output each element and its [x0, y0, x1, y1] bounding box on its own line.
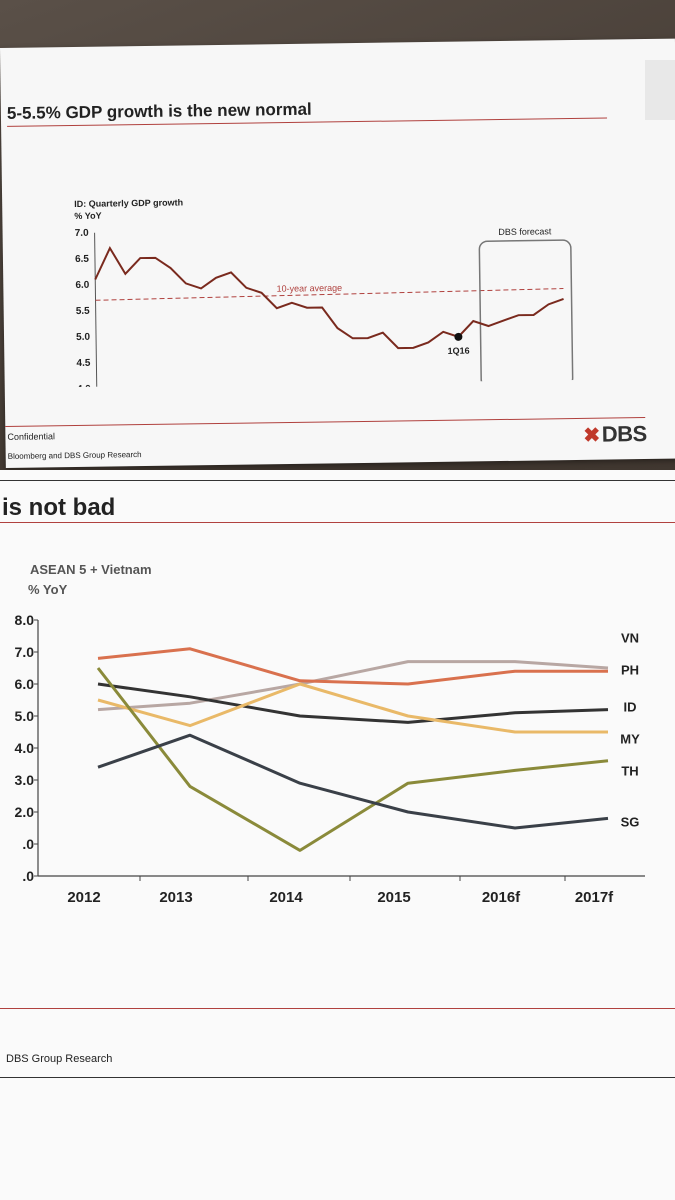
source-label: Bloomberg and DBS Group Research: [7, 450, 142, 461]
series-label-ph: PH: [621, 663, 639, 678]
y-tick-label: 6.0: [75, 280, 89, 291]
chart-title: ID: Quarterly GDP growth: [74, 197, 183, 209]
y-unit-label: % YoY: [28, 582, 68, 597]
series-label-my: MY: [620, 731, 640, 746]
forecast-box: [478, 239, 574, 388]
footer-rule: [5, 417, 646, 427]
slide-title: 5-5.5% GDP growth is the new normal: [6, 99, 312, 123]
average-label: 10-year average: [276, 283, 342, 294]
series-line-ph: [97, 647, 608, 686]
series-line-my: [97, 682, 608, 734]
forecast-label: DBS forecast: [498, 226, 552, 237]
chart-title: ASEAN 5 + Vietnam: [30, 562, 152, 577]
confidential-label: Confidential: [7, 431, 56, 442]
x-tick-label: 2017f: [575, 889, 614, 906]
slide-asean-growth: is not bad ASEAN 5 + Vietnam % YoY 8.0 7.0 6…: [0, 470, 675, 1200]
y-tick-label: 7.0: [75, 228, 89, 239]
source-label: DBS Group Research: [6, 1053, 113, 1065]
dbs-logo: ✖DBS: [583, 421, 647, 448]
y-axis: [94, 232, 98, 388]
x-axis: [96, 381, 565, 388]
series-line-th: [96, 667, 609, 852]
x-tick-label: 2012: [67, 889, 100, 906]
y-tick-label: 7.0: [15, 644, 35, 660]
y-tick-label: 8.0: [15, 612, 35, 628]
series-label-vn: VN: [621, 631, 639, 646]
title-rule: [0, 522, 675, 523]
id-gdp-chart: ID: Quarterly GDP growth % YoY 7.0 6.5 6.0 5.…: [74, 197, 574, 388]
logo-text: DBS: [601, 421, 647, 447]
y-tick-label: 3.0: [15, 772, 35, 788]
y-tick-label: 5.5: [76, 306, 90, 317]
y-tick-label: 5.0: [76, 332, 90, 343]
top-rule: [0, 480, 675, 481]
y-tick-label: 6.5: [75, 254, 89, 265]
average-line: [95, 288, 564, 301]
series-line-sg: [97, 733, 609, 830]
x-tick-label: 2014: [269, 889, 303, 906]
y-tick-label: 2.0: [15, 804, 35, 820]
footer-rule: [0, 1008, 675, 1009]
x-tick-label: 2013: [159, 889, 192, 906]
series-line-vn: [97, 660, 609, 712]
marker-label: 1Q16: [448, 346, 470, 356]
y-tick-label: 6.0: [15, 676, 35, 692]
y-tick-label: 5.0: [15, 708, 35, 724]
x-tick-label: 2015: [377, 889, 410, 906]
series-label-sg: SG: [621, 815, 640, 830]
dbs-star-icon: ✖: [583, 424, 600, 447]
y-tick-label: .0: [22, 868, 34, 884]
slide-gdp-growth: 5-5.5% GDP growth is the new normal ID: …: [0, 38, 675, 468]
series-label-id: ID: [624, 699, 637, 714]
y-tick-label: 4.0: [77, 384, 91, 388]
marker-dot: [454, 332, 463, 341]
x-tick-label: 2016f: [482, 889, 521, 906]
slide-title: is not bad: [2, 494, 116, 521]
series-label-th: TH: [621, 763, 638, 778]
y-tick-label: 4.5: [76, 358, 90, 369]
series-line-id: [97, 682, 609, 724]
y-tick-label: 4.0: [15, 740, 35, 756]
bottom-rule: [0, 1077, 675, 1078]
asean-growth-chart: ASEAN 5 + Vietnam % YoY 8.0 7.0 6.0 5.0 4.0 3.0…: [15, 562, 645, 906]
page-corner: [645, 60, 675, 120]
y-unit-label: % YoY: [74, 211, 101, 221]
series-line-id-gdp: [94, 245, 564, 350]
y-tick-label: .0: [22, 836, 34, 852]
